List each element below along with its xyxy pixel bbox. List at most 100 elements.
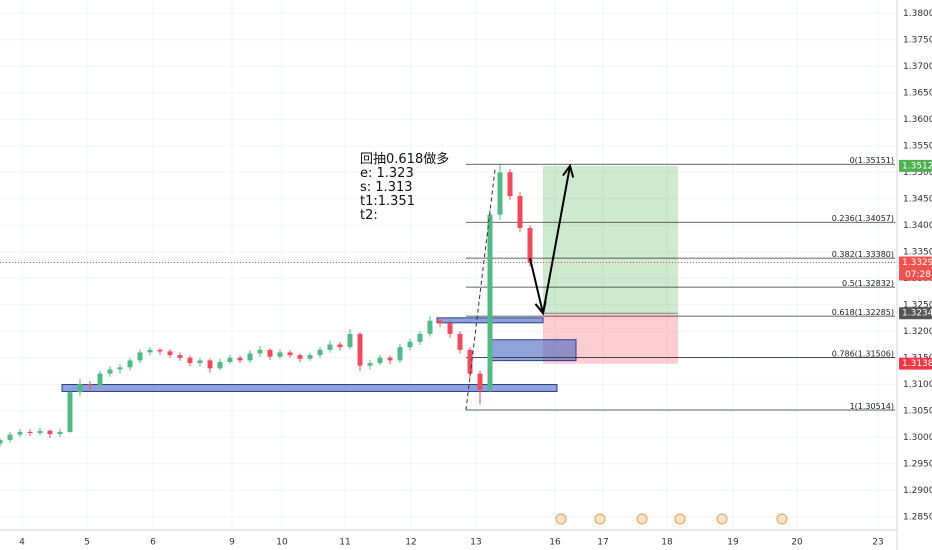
candle-body [137, 352, 143, 361]
y-tick-label: 1.32000 [903, 327, 932, 337]
candle-body [207, 360, 213, 369]
x-tick-label: 11 [339, 538, 350, 548]
candle-body [287, 352, 293, 356]
candle-body [277, 352, 283, 357]
x-tick-label: 4 [19, 538, 25, 548]
annotation: 回抽0.618做多 [360, 151, 449, 167]
x-tick-label: 17 [597, 538, 608, 548]
countdown-bg [899, 268, 932, 281]
candle-body [447, 323, 453, 334]
y-tick-label: 1.33500 [903, 247, 932, 257]
fib-label: 0.786(1.31506) [832, 349, 894, 358]
y-tick-label: 1.36000 [903, 115, 932, 125]
candle-body [387, 357, 393, 361]
candle-body [157, 349, 163, 352]
event-icons [555, 513, 788, 525]
candle-body [337, 344, 343, 348]
y-tick-label: 1.31000 [903, 380, 932, 390]
y-tick-label: 1.30000 [903, 433, 932, 443]
candle-body [297, 355, 303, 359]
x-tick-label: 18 [661, 538, 673, 548]
zone-rect [61, 384, 558, 392]
y-tick-label: 1.28500 [903, 512, 932, 522]
candle-body [347, 333, 353, 348]
price-tag [899, 159, 932, 172]
candle-body [397, 347, 403, 361]
y-tick-label: 1.34500 [903, 194, 932, 204]
candle-body [197, 360, 203, 364]
candle-body [307, 355, 313, 359]
price-tag-label: 1.33297 [902, 258, 932, 268]
candle-body [7, 434, 13, 440]
y-tick-label: 1.29000 [903, 486, 932, 496]
candle-body [317, 349, 323, 356]
trend-line [465, 169, 496, 411]
target-zone [543, 165, 678, 314]
candle-body [47, 430, 53, 435]
y-tick-label: 1.34000 [903, 221, 932, 231]
candle-body [87, 384, 93, 386]
axis: 1.28500 1.29000 1.29500 1.30000 1.30500 1.310… [19, 9, 932, 548]
candle-body [37, 430, 43, 434]
annotation: t1:1.351 [360, 194, 415, 209]
y-tick-label: 1.35000 [903, 168, 932, 178]
candle-body [167, 351, 173, 356]
x-tick-label: 23 [872, 538, 883, 548]
candle-body [257, 349, 263, 354]
price-tag-label: 1.32340 [902, 309, 932, 319]
y-tick-label: 1.35500 [903, 141, 932, 151]
candle-body [177, 355, 183, 358]
y-tick-label: 1.32500 [903, 300, 932, 310]
y-tick-label: 1.37000 [903, 62, 932, 72]
candle-body [417, 333, 423, 342]
candle-body [517, 196, 523, 228]
candle-body [77, 384, 83, 393]
candle-body [467, 349, 473, 374]
price-tag [899, 357, 932, 370]
y-tick-label: 1.38000 [903, 9, 932, 19]
y-tick-label: 1.30500 [903, 406, 932, 416]
fib-label: 0.618(1.32285) [832, 308, 894, 317]
candle-body [267, 349, 273, 357]
price-tag [899, 256, 932, 269]
fib-label: 0.236(1.34057) [832, 214, 894, 223]
candle-body [0, 439, 3, 444]
candle-body [407, 341, 413, 348]
candle-body [237, 357, 243, 361]
candle-body [27, 431, 33, 434]
x-tick-label: 20 [791, 538, 803, 548]
candle-body [507, 172, 513, 197]
candle-body [107, 369, 113, 374]
price-tag-label: 1.31388 [902, 359, 932, 369]
candle-body [227, 357, 233, 362]
x-tick-label: 5 [84, 538, 90, 548]
candle-body [127, 360, 133, 368]
price-tag-label: 1.35120 [902, 161, 932, 171]
annotation: e: 1.323 [360, 166, 414, 181]
candle-body [187, 357, 193, 364]
candle-body [17, 431, 23, 435]
candle-body [97, 373, 103, 386]
candle-body [497, 172, 503, 215]
x-tick-label: 9 [229, 538, 235, 548]
annotation: t2: [360, 208, 378, 223]
fib-label: 0(1.35151) [850, 156, 894, 165]
candle-body [67, 392, 73, 432]
fib-label: 1(1.30514) [850, 402, 894, 411]
plot: 0(1.35151) 0.236(1.34057) 0.382(1.33380) 0.… [0, 151, 897, 447]
x-tick-label: 12 [405, 538, 416, 548]
candle-body [147, 349, 153, 353]
candle-body [57, 431, 63, 435]
candle-body [357, 333, 363, 366]
y-tick-label: 1.37500 [903, 35, 932, 45]
candle-body [377, 357, 383, 364]
fib-label: 0.5(1.32832) [842, 279, 894, 288]
annotation: s: 1.313 [360, 180, 413, 195]
candle-body [247, 353, 253, 361]
x-tick-label: 10 [276, 538, 288, 548]
candle-body [117, 367, 123, 370]
candle-body [437, 320, 443, 324]
candle-body [217, 361, 223, 369]
